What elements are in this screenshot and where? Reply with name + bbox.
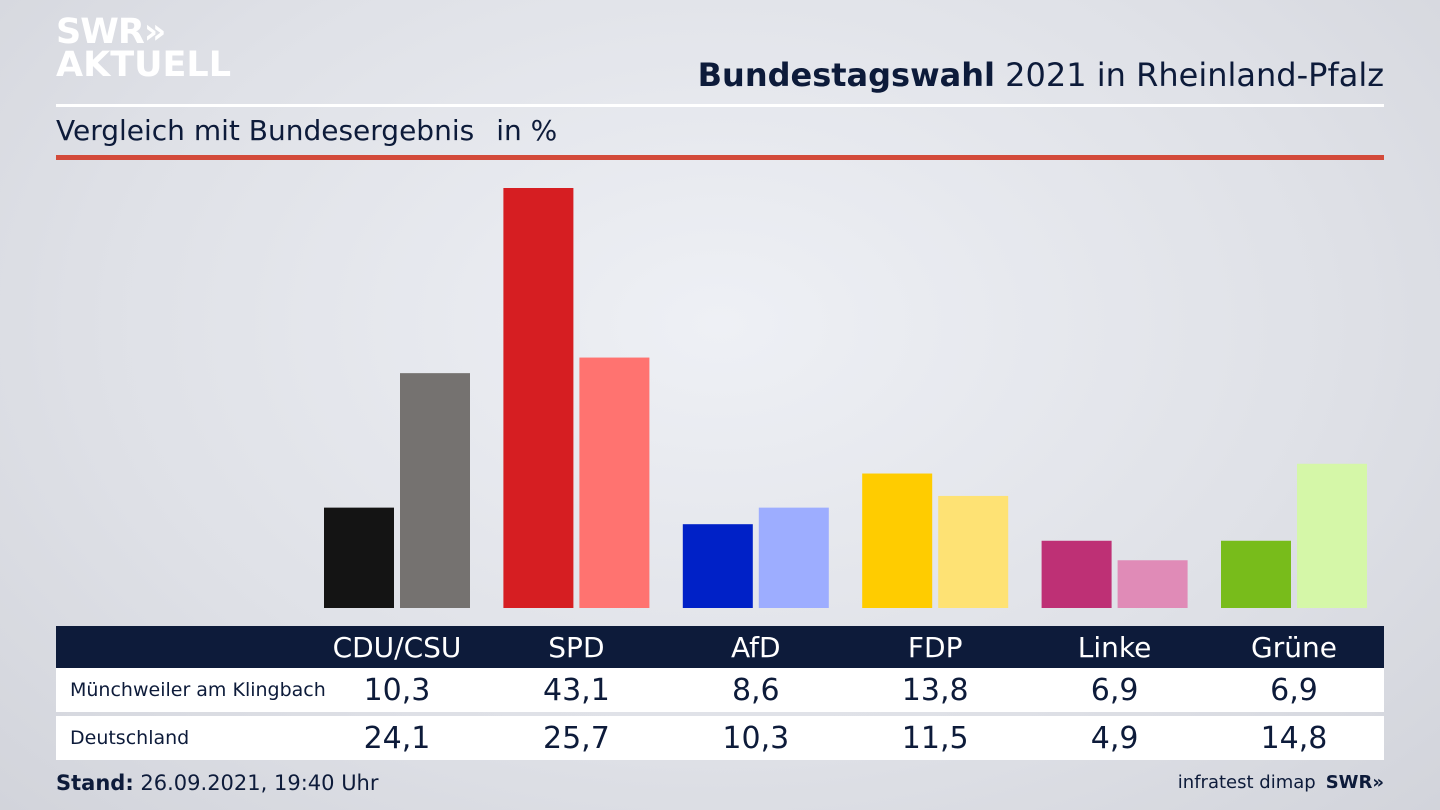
header-divider	[56, 104, 1384, 107]
column-header: AfD	[731, 630, 781, 664]
logo-line-1: SWR»	[56, 12, 166, 52]
bar-chart	[324, 188, 1367, 608]
bar-linke-national	[1117, 560, 1188, 608]
title-bold: Bundestagswahl	[697, 56, 995, 94]
source-text: infratest dimap	[1177, 772, 1316, 793]
table-cell: 14,8	[1260, 720, 1328, 756]
table-cell: 24,1	[363, 720, 431, 756]
bar-spd-local	[503, 188, 574, 608]
bar-cdu-csu-national	[400, 373, 470, 608]
subtitle-divider	[56, 155, 1384, 160]
table-row: Deutschland 24,1 25,7 10,3 11,5 4,9 14,8	[56, 716, 1384, 760]
logo-line-2: AKTUELL	[56, 45, 232, 86]
row-label: Münchweiler am Klingbach	[70, 679, 326, 701]
chart-subtitle: Vergleich mit Bundesergebnis in %	[56, 114, 557, 147]
page-title: Bundestagswahl 2021 in Rheinland-Pfalz	[698, 56, 1384, 94]
row-label: Deutschland	[70, 727, 190, 749]
column-header: FDP	[907, 630, 963, 664]
stand-label: Stand:	[56, 771, 134, 795]
source-credit: infratest dimap SWR»	[1178, 772, 1384, 793]
stand-value: 26.09.2021, 19:40 Uhr	[140, 771, 379, 795]
table-cell: 6,9	[1270, 672, 1318, 708]
bar-linke-local	[1041, 540, 1112, 608]
column-header: CDU/CSU	[332, 630, 462, 664]
bar-afd-national	[758, 507, 829, 608]
table-header: CDU/CSU SPD AfD FDP Linke Grüne	[56, 626, 1384, 668]
swr-aktuell-logo: SWR» AKTUELL	[56, 12, 232, 86]
table-cell: 25,7	[542, 720, 610, 756]
table-cell: 8,6	[731, 672, 780, 708]
bar-afd-local	[682, 524, 753, 608]
table-cell: 10,3	[722, 720, 790, 756]
bar-cdu-csu-local	[324, 507, 394, 608]
bar-fdp-national	[938, 495, 1009, 608]
swr-brand: SWR»	[1325, 772, 1384, 793]
column-header: Grüne	[1251, 630, 1337, 664]
timestamp: Stand: 26.09.2021, 19:40 Uhr	[56, 771, 379, 795]
table-cell: 6,9	[1090, 672, 1139, 708]
bar-grüne-local	[1221, 540, 1291, 608]
column-header: Linke	[1077, 630, 1152, 664]
bar-fdp-local	[862, 473, 933, 608]
results-table: CDU/CSU SPD AfD FDP Linke Grüne Münchweiler a…	[56, 626, 1384, 760]
table-cell: 43,1	[542, 672, 610, 708]
bar-spd-national	[579, 357, 650, 608]
table-cell: 10,3	[363, 672, 431, 708]
table-cell: 4,9	[1090, 720, 1139, 756]
table-cell: 13,8	[901, 672, 969, 708]
unit-label: in %	[496, 114, 558, 147]
title-rest: 2021 in Rheinland-Pfalz	[1005, 56, 1384, 94]
table-row: Münchweiler am Klingbach 10,3 43,1 8,6 13,8…	[56, 668, 1384, 712]
column-header: SPD	[548, 630, 605, 664]
subtitle-text: Vergleich mit Bundesergebnis	[56, 114, 475, 147]
bar-grüne-national	[1297, 463, 1367, 608]
table-cell: 11,5	[901, 720, 969, 756]
